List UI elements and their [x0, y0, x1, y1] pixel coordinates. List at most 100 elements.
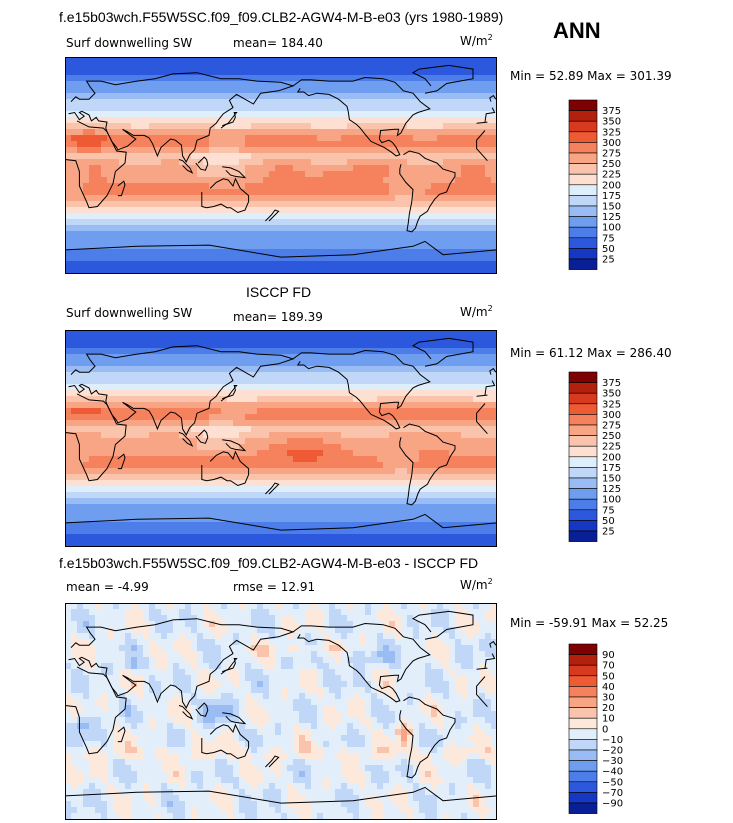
map-cell — [407, 249, 414, 256]
map-cell — [359, 225, 366, 232]
map-cell — [365, 396, 372, 403]
map-cell — [209, 390, 216, 397]
map-cell — [287, 147, 294, 154]
map-cell — [161, 117, 168, 124]
map-cell — [461, 360, 468, 367]
map-cell — [425, 426, 432, 433]
map-cell — [275, 408, 282, 415]
map-cell — [167, 123, 174, 130]
map-cell — [269, 249, 276, 256]
map-cell — [395, 147, 402, 154]
map-cell — [209, 147, 216, 154]
map-cell — [245, 384, 252, 391]
map-cell — [155, 207, 162, 214]
map-cell — [419, 366, 426, 373]
map-cell — [413, 57, 420, 64]
map-cell — [377, 492, 384, 499]
map-cell — [341, 360, 348, 367]
map-cell — [401, 147, 408, 154]
map-cell — [389, 504, 396, 511]
map-cell — [437, 57, 444, 64]
map-cell — [455, 261, 462, 268]
map-cell — [191, 438, 198, 445]
map-cell — [299, 177, 306, 184]
map-cell — [155, 456, 162, 463]
map-cell — [173, 219, 180, 226]
map-cell — [437, 177, 444, 184]
map-cell — [455, 267, 462, 274]
map-cell — [107, 177, 114, 184]
map-cell — [299, 396, 306, 403]
map-cell — [125, 243, 132, 250]
map-cell — [341, 510, 348, 517]
map-cell — [101, 153, 108, 160]
map-cell — [203, 414, 210, 421]
map-cell — [353, 348, 360, 355]
map-cell — [89, 492, 96, 499]
map-cell — [167, 147, 174, 154]
map-cell — [233, 438, 240, 445]
map-cell — [89, 105, 96, 112]
map-cell — [299, 402, 306, 409]
map-cell — [389, 396, 396, 403]
map-cell — [77, 219, 84, 226]
map-cell — [353, 468, 360, 475]
map-cell — [437, 468, 444, 475]
map-cell — [263, 123, 270, 130]
map-cell — [233, 171, 240, 178]
map-cell — [287, 231, 294, 238]
map-cell — [191, 486, 198, 493]
map-cell — [371, 486, 378, 493]
map-cell — [287, 171, 294, 178]
map-cell — [341, 123, 348, 130]
map-cell — [383, 63, 390, 70]
map-cell — [425, 123, 432, 130]
map-cell — [155, 57, 162, 64]
map-cell — [299, 330, 306, 337]
map-cell — [383, 336, 390, 343]
map-cell — [383, 231, 390, 238]
map-cell — [161, 438, 168, 445]
map-cell — [431, 390, 438, 397]
map-cell — [293, 474, 300, 481]
map-cell — [269, 384, 276, 391]
map-cell — [233, 408, 240, 415]
map-cell — [161, 201, 168, 208]
map-cell — [353, 510, 360, 517]
map-cell — [443, 165, 450, 172]
map-cell — [77, 237, 84, 244]
map-cell — [371, 63, 378, 70]
map-cell — [209, 342, 216, 349]
map-cell — [455, 213, 462, 220]
map-cell — [425, 360, 432, 367]
map-cell — [413, 219, 420, 226]
map-cell — [305, 426, 312, 433]
map-cell — [101, 360, 108, 367]
map-cell — [341, 492, 348, 499]
map-cell — [431, 354, 438, 361]
map-cell — [449, 87, 456, 94]
map-cell — [359, 147, 366, 154]
map-cell — [299, 450, 306, 457]
map-cell — [413, 267, 420, 274]
map-cell — [263, 504, 270, 511]
map-cell — [101, 354, 108, 361]
map-cell — [95, 360, 102, 367]
map-cell — [473, 189, 480, 196]
map-cell — [209, 354, 216, 361]
map-cell — [449, 396, 456, 403]
map-cell — [95, 177, 102, 184]
map-cell — [287, 414, 294, 421]
map-cell — [221, 384, 228, 391]
map-cell — [131, 468, 138, 475]
map-cell — [173, 237, 180, 244]
map-cell — [395, 342, 402, 349]
map-cell — [191, 219, 198, 226]
map-cell — [281, 378, 288, 385]
map-cell — [281, 231, 288, 238]
map-cell — [431, 480, 438, 487]
map-cell — [251, 153, 258, 160]
map-cell — [155, 255, 162, 262]
map-cell — [71, 378, 78, 385]
map-cell — [155, 225, 162, 232]
